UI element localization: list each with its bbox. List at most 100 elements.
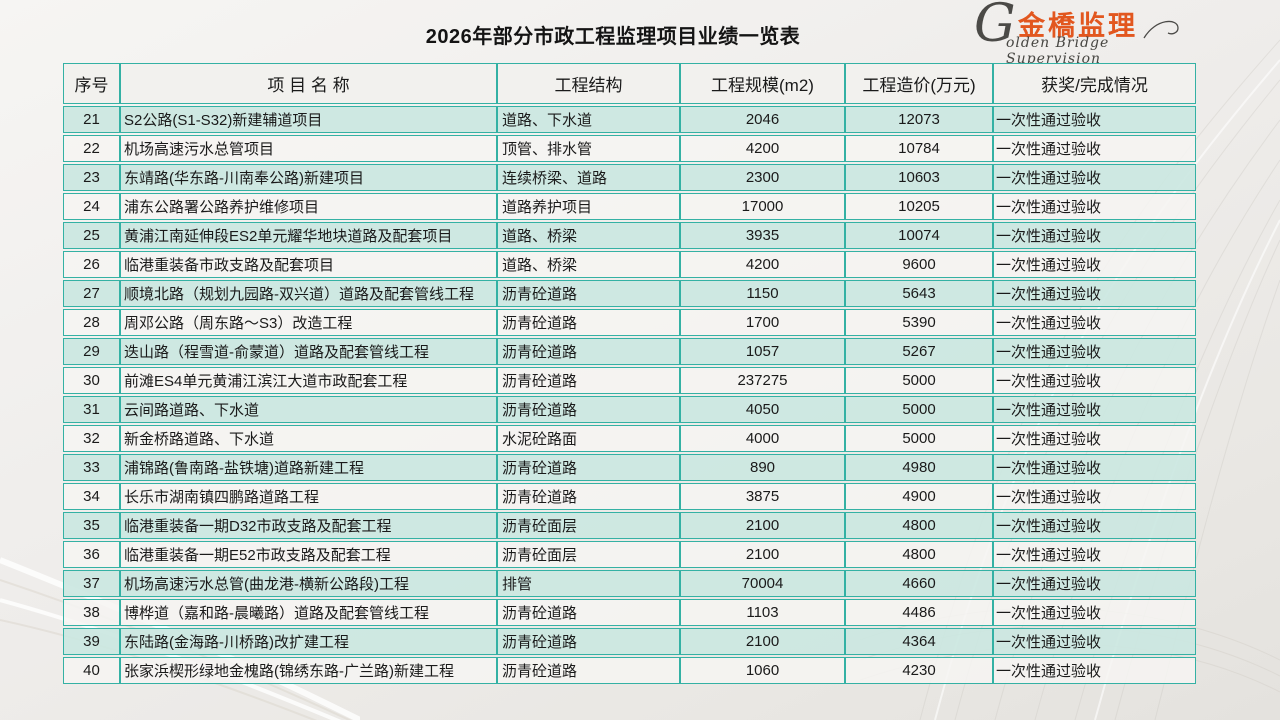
cell-serial: 26 bbox=[63, 251, 120, 278]
cell-serial: 23 bbox=[63, 164, 120, 191]
table-row: 21 S2公路(S1-S32)新建辅道项目 道路、下水道 2046 12073 一次性通过… bbox=[63, 106, 1196, 133]
cell-cost: 10205 bbox=[845, 193, 993, 220]
cell-serial: 27 bbox=[63, 280, 120, 307]
table-row: 26 临港重装备市政支路及配套项目 道路、桥梁 4200 9600 一次性通过验收 bbox=[63, 251, 1196, 278]
cell-serial: 40 bbox=[63, 657, 120, 684]
table-row: 22 机场高速污水总管项目 顶管、排水管 4200 10784 一次性通过验收 bbox=[63, 135, 1196, 162]
header-project-name: 项 目 名 称 bbox=[120, 63, 497, 104]
logo-chinese-text: 金橋监理 bbox=[1018, 11, 1138, 42]
table-row: 25 黄浦江南延伸段ES2单元耀华地块道路及配套项目 道路、桥梁 3935 10074 一… bbox=[63, 222, 1196, 249]
cell-status: 一次性通过验收 bbox=[993, 628, 1196, 655]
cell-structure: 道路、桥梁 bbox=[497, 222, 680, 249]
header-scale: 工程规模(m2) bbox=[680, 63, 845, 104]
cell-project-name: 迭山路（程雪道-俞蒙道）道路及配套管线工程 bbox=[120, 338, 497, 365]
header-serial: 序号 bbox=[63, 63, 120, 104]
cell-structure: 沥青砼道路 bbox=[497, 657, 680, 684]
page-title: 2026年部分市政工程监理项目业绩一览表 bbox=[425, 26, 801, 48]
cell-status: 一次性通过验收 bbox=[993, 425, 1196, 452]
cell-project-name: 博桦道（嘉和路-晨曦路）道路及配套管线工程 bbox=[120, 599, 497, 626]
cell-serial: 38 bbox=[63, 599, 120, 626]
cell-cost: 4230 bbox=[845, 657, 993, 684]
cell-serial: 24 bbox=[63, 193, 120, 220]
cell-project-name: 浦锦路(鲁南路-盐铁塘)道路新建工程 bbox=[120, 454, 497, 481]
cell-scale: 4050 bbox=[680, 396, 845, 423]
cell-project-name: 新金桥路道路、下水道 bbox=[120, 425, 497, 452]
cell-structure: 道路、桥梁 bbox=[497, 251, 680, 278]
cell-cost: 10603 bbox=[845, 164, 993, 191]
cell-structure: 道路养护项目 bbox=[497, 193, 680, 220]
table-row: 28 周邓公路（周东路～S3）改造工程 沥青砼道路 1700 5390 一次性通过验收 bbox=[63, 309, 1196, 336]
cell-serial: 31 bbox=[63, 396, 120, 423]
cell-structure: 沥青砼道路 bbox=[497, 338, 680, 365]
cell-project-name: 顺境北路（规划九园路-双兴道）道路及配套管线工程 bbox=[120, 280, 497, 307]
cell-structure: 沥青砼道路 bbox=[497, 367, 680, 394]
cell-serial: 33 bbox=[63, 454, 120, 481]
cell-cost: 10784 bbox=[845, 135, 993, 162]
cell-serial: 25 bbox=[63, 222, 120, 249]
cell-status: 一次性通过验收 bbox=[993, 222, 1196, 249]
cell-cost: 4486 bbox=[845, 599, 993, 626]
cell-structure: 连续桥梁、道路 bbox=[497, 164, 680, 191]
cell-scale: 2300 bbox=[680, 164, 845, 191]
cell-structure: 沥青砼道路 bbox=[497, 309, 680, 336]
cell-project-name: 东陆路(金海路-川桥路)改扩建工程 bbox=[120, 628, 497, 655]
cell-project-name: 机场高速污水总管项目 bbox=[120, 135, 497, 162]
cell-status: 一次性通过验收 bbox=[993, 512, 1196, 539]
header-cost: 工程造价(万元) bbox=[845, 63, 993, 104]
cell-serial: 32 bbox=[63, 425, 120, 452]
cell-status: 一次性通过验收 bbox=[993, 541, 1196, 568]
cell-serial: 37 bbox=[63, 570, 120, 597]
cell-scale: 3935 bbox=[680, 222, 845, 249]
cell-serial: 35 bbox=[63, 512, 120, 539]
header-status: 获奖/完成情况 bbox=[993, 63, 1196, 104]
cell-scale: 1057 bbox=[680, 338, 845, 365]
cell-structure: 沥青砼面层 bbox=[497, 541, 680, 568]
cell-cost: 10074 bbox=[845, 222, 993, 249]
cell-serial: 30 bbox=[63, 367, 120, 394]
cell-status: 一次性通过验收 bbox=[993, 193, 1196, 220]
cell-scale: 3875 bbox=[680, 483, 845, 510]
cell-project-name: 云间路道路、下水道 bbox=[120, 396, 497, 423]
cell-status: 一次性通过验收 bbox=[993, 135, 1196, 162]
table-row: 35 临港重装备一期D32市政支路及配套工程 沥青砼面层 2100 4800 一次性通过验… bbox=[63, 512, 1196, 539]
cell-serial: 28 bbox=[63, 309, 120, 336]
table-body: 21 S2公路(S1-S32)新建辅道项目 道路、下水道 2046 12073 一次性通过… bbox=[63, 106, 1196, 684]
cell-serial: 29 bbox=[63, 338, 120, 365]
header-structure: 工程结构 bbox=[497, 63, 680, 104]
cell-status: 一次性通过验收 bbox=[993, 657, 1196, 684]
cell-status: 一次性通过验收 bbox=[993, 309, 1196, 336]
cell-structure: 水泥砼路面 bbox=[497, 425, 680, 452]
cell-project-name: 张家浜楔形绿地金槐路(锦绣东路-广兰路)新建工程 bbox=[120, 657, 497, 684]
cell-scale: 2100 bbox=[680, 512, 845, 539]
cell-structure: 排管 bbox=[497, 570, 680, 597]
cell-cost: 4364 bbox=[845, 628, 993, 655]
cell-structure: 沥青砼面层 bbox=[497, 512, 680, 539]
table-row: 23 东靖路(华东路-川南奉公路)新建项目 连续桥梁、道路 2300 10603 一次性通… bbox=[63, 164, 1196, 191]
cell-project-name: 黄浦江南延伸段ES2单元耀华地块道路及配套项目 bbox=[120, 222, 497, 249]
table-row: 24 浦东公路署公路养护维修项目 道路养护项目 17000 10205 一次性通过验收 bbox=[63, 193, 1196, 220]
cell-scale: 1103 bbox=[680, 599, 845, 626]
table-row: 39 东陆路(金海路-川桥路)改扩建工程 沥青砼道路 2100 4364 一次性通过验收 bbox=[63, 628, 1196, 655]
table-row: 34 长乐市湖南镇四鹏路道路工程 沥青砼道路 3875 4900 一次性通过验收 bbox=[63, 483, 1196, 510]
cell-cost: 12073 bbox=[845, 106, 993, 133]
cell-cost: 5267 bbox=[845, 338, 993, 365]
logo-initial-g: G bbox=[974, 0, 1016, 54]
table-row: 30 前滩ES4单元黄浦江滨江大道市政配套工程 沥青砼道路 237275 5000 一次性… bbox=[63, 367, 1196, 394]
cell-serial: 21 bbox=[63, 106, 120, 133]
cell-structure: 沥青砼道路 bbox=[497, 628, 680, 655]
cell-project-name: 周邓公路（周东路～S3）改造工程 bbox=[120, 309, 497, 336]
cell-status: 一次性通过验收 bbox=[993, 164, 1196, 191]
cell-cost: 4800 bbox=[845, 512, 993, 539]
cell-scale: 1150 bbox=[680, 280, 845, 307]
table-row: 31 云间路道路、下水道 沥青砼道路 4050 5000 一次性通过验收 bbox=[63, 396, 1196, 423]
cell-structure: 沥青砼道路 bbox=[497, 280, 680, 307]
table-row: 27 顺境北路（规划九园路-双兴道）道路及配套管线工程 沥青砼道路 1150 5643 一… bbox=[63, 280, 1196, 307]
table-row: 40 张家浜楔形绿地金槐路(锦绣东路-广兰路)新建工程 沥青砼道路 1060 4230 一… bbox=[63, 657, 1196, 684]
cell-structure: 沥青砼道路 bbox=[497, 599, 680, 626]
table-row: 38 博桦道（嘉和路-晨曦路）道路及配套管线工程 沥青砼道路 1103 4486 一次性通… bbox=[63, 599, 1196, 626]
table-row: 37 机场高速污水总管(曲龙港-横新公路段)工程 排管 70004 4660 一次性通过验… bbox=[63, 570, 1196, 597]
cell-project-name: 临港重装备一期D32市政支路及配套工程 bbox=[120, 512, 497, 539]
cell-serial: 36 bbox=[63, 541, 120, 568]
cell-cost: 4660 bbox=[845, 570, 993, 597]
